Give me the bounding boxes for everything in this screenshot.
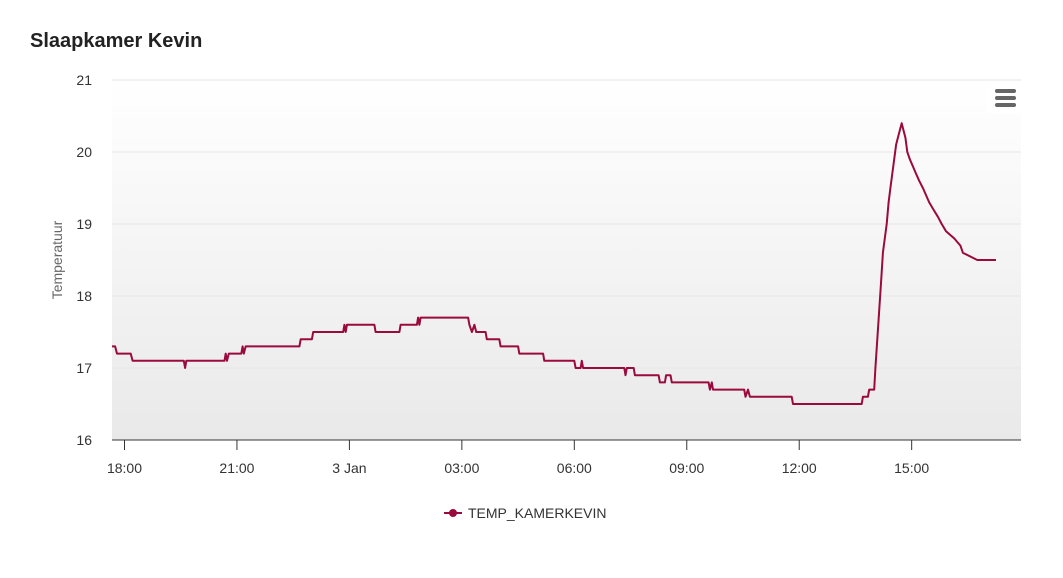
series-group [112, 122, 996, 405]
x-tick-label: 21:00 [219, 460, 254, 476]
hamburger-menu-icon[interactable] [986, 82, 1022, 114]
y-axis-title: Temperatuur [49, 220, 65, 299]
x-tick-label: 3 Jan [332, 460, 366, 476]
legend-marker [449, 509, 457, 517]
x-tick-label: 09:00 [669, 460, 704, 476]
menu-line [995, 89, 1016, 93]
x-axis: 18:00 21:00 3 Jan 03:00 06:00 09:00 12:00 15:00 [107, 439, 1021, 476]
x-tick-label: 03:00 [444, 460, 479, 476]
legend[interactable]: TEMP_KAMERKEVIN [444, 505, 606, 521]
y-axis: 16 17 18 19 20 21 [76, 72, 92, 448]
y-tick-label: 19 [76, 216, 92, 232]
y-tick-label: 21 [76, 72, 92, 88]
menu-line [995, 103, 1016, 107]
legend-item-label[interactable]: TEMP_KAMERKEVIN [468, 505, 606, 521]
plot-background [112, 80, 1021, 440]
x-tick-label: 12:00 [782, 460, 817, 476]
x-tick-label: 18:00 [107, 460, 142, 476]
x-tick-label: 15:00 [894, 460, 929, 476]
y-tick-label: 16 [76, 432, 92, 448]
y-tick-label: 20 [76, 144, 92, 160]
menu-line [995, 96, 1016, 100]
series-line [112, 122, 996, 405]
x-tick-label: 06:00 [557, 460, 592, 476]
grid-lines [112, 79, 1021, 369]
y-tick-label: 17 [76, 360, 92, 376]
y-tick-label: 18 [76, 288, 92, 304]
chart-title: Slaapkamer Kevin [30, 30, 203, 52]
